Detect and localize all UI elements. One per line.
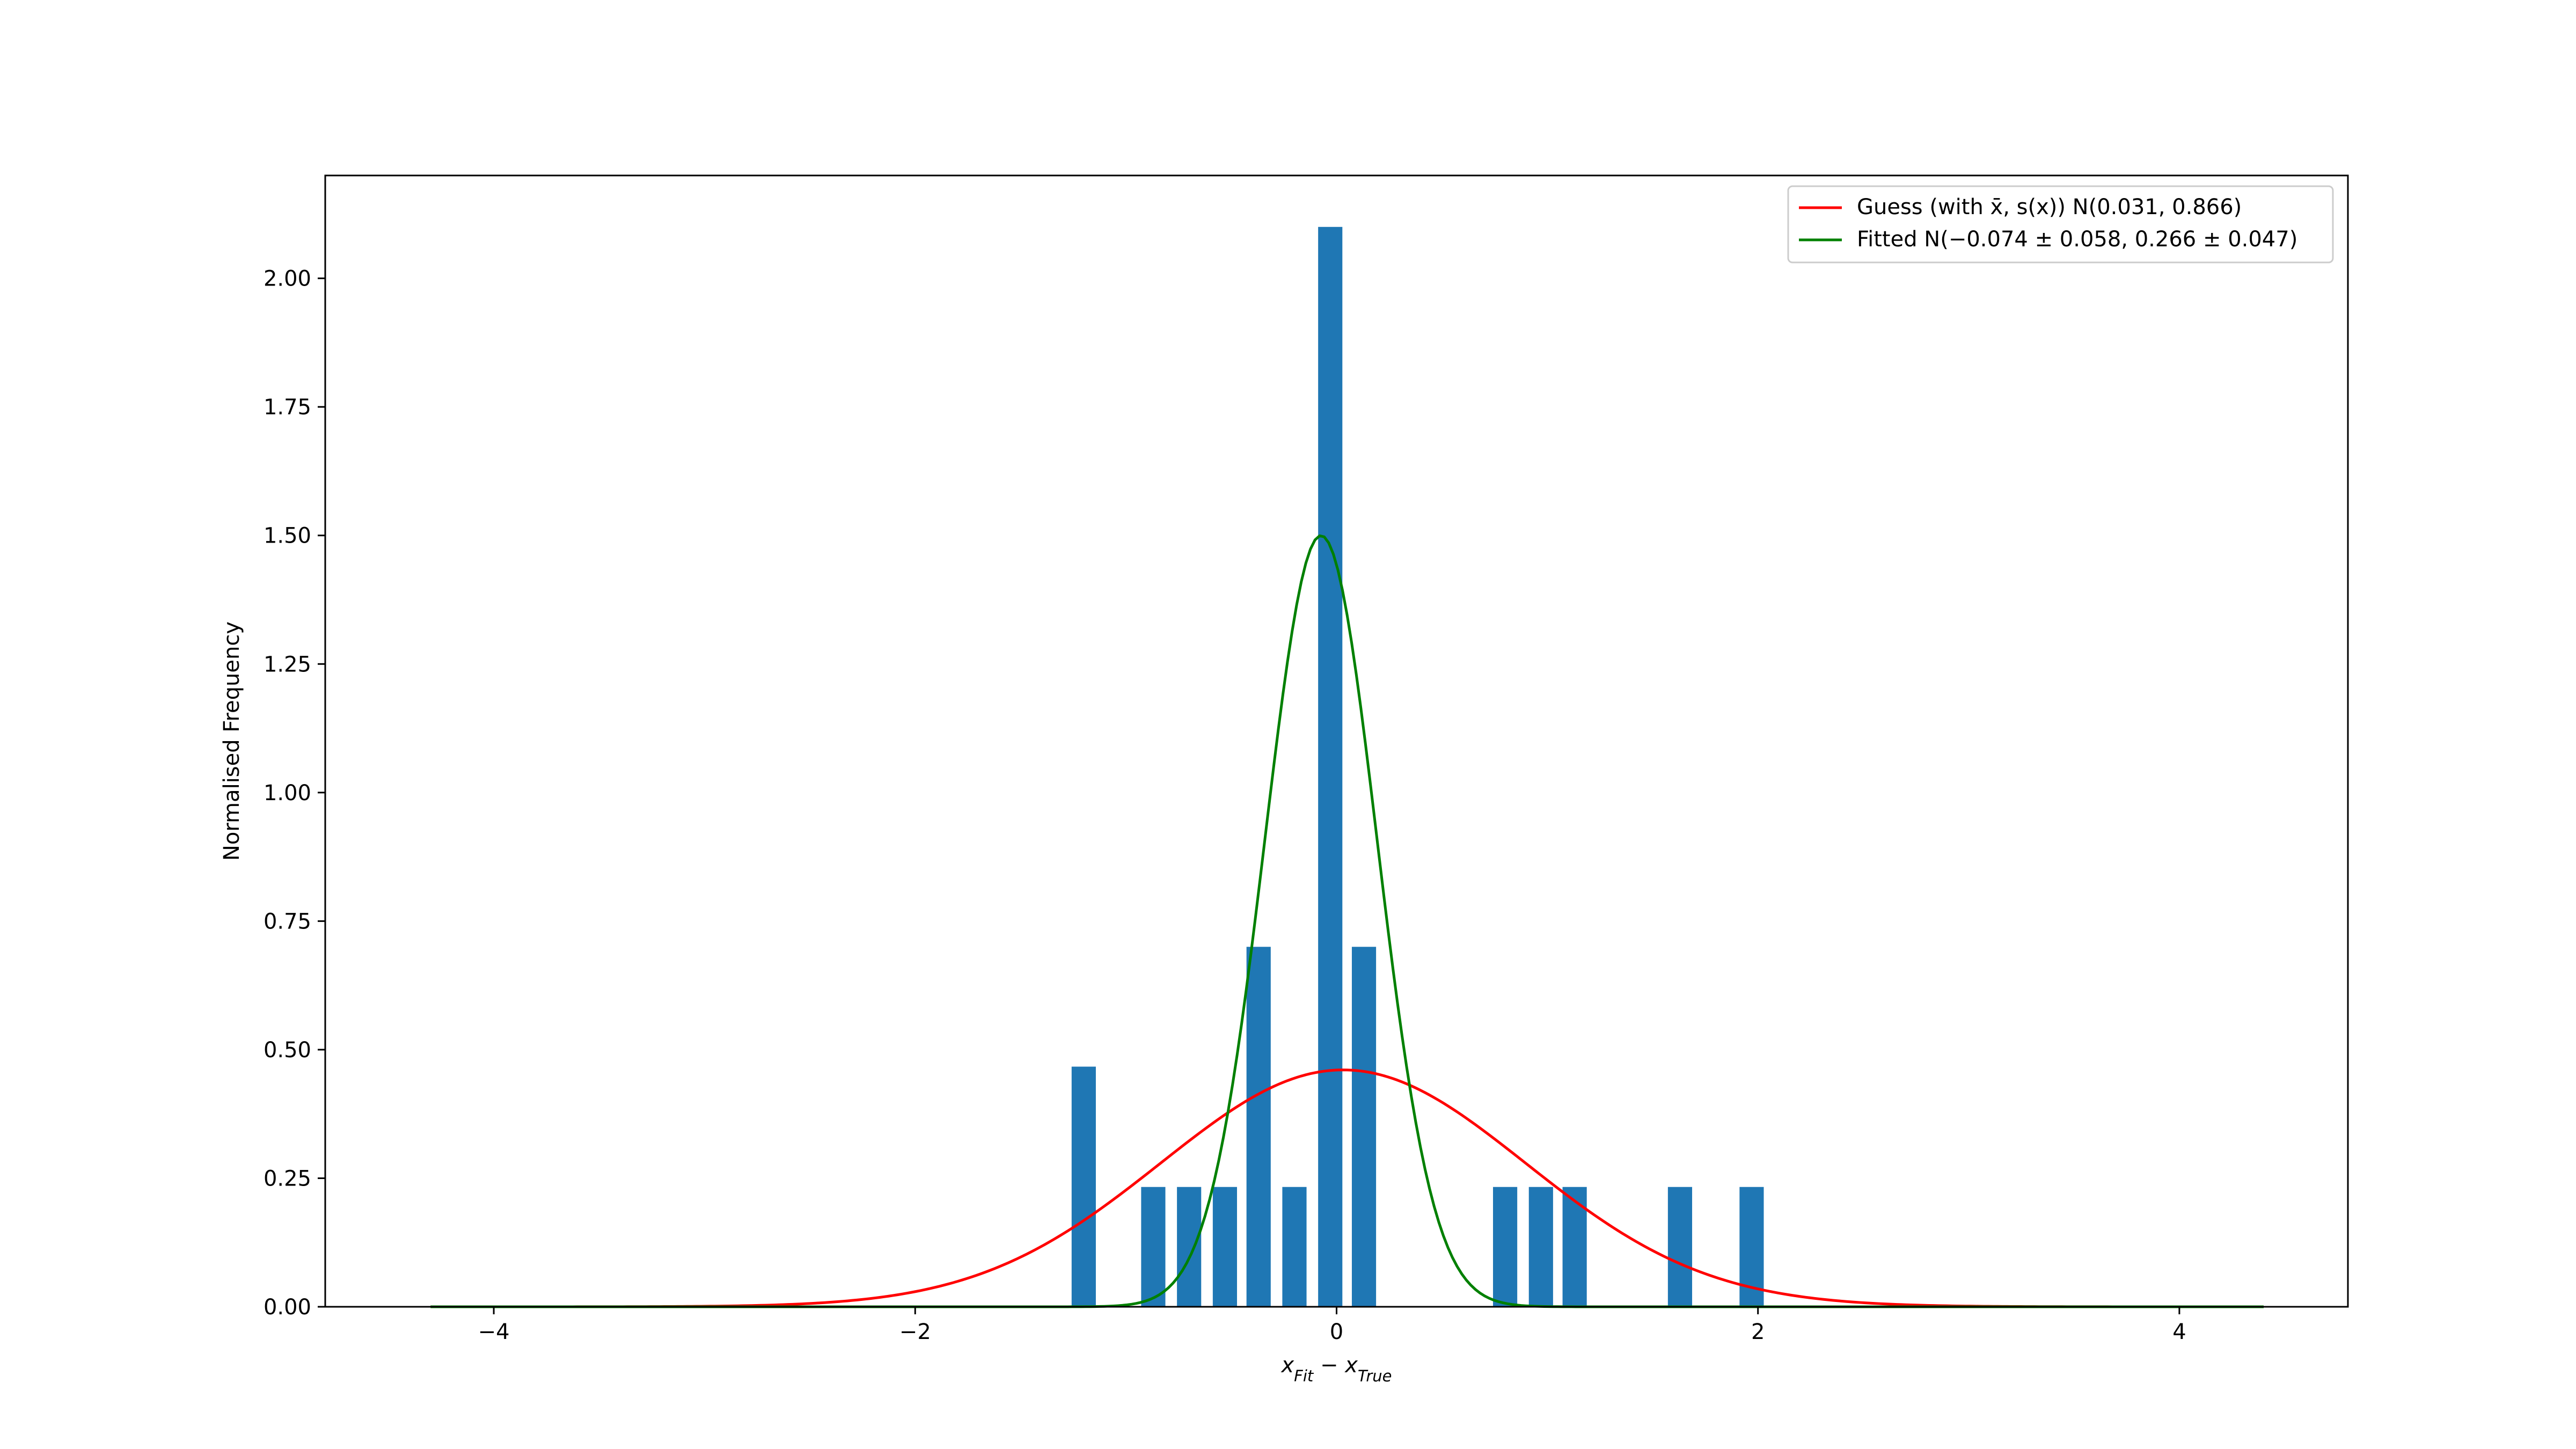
- legend-label-1: Guess (with x̄, s(x)) N(0.031, 0.866): [1857, 195, 2242, 219]
- x-axis-label: xFit − xTrue: [1280, 1353, 1392, 1385]
- y-axis-ticks: 0.00 0.25 0.50 0.75 1.00 1.25 1.50 1.75 2.00: [264, 267, 325, 1320]
- histogram-bar-3: [1177, 1187, 1202, 1307]
- histogram-bar-2: [1141, 1187, 1166, 1307]
- legend-box: [1787, 185, 2334, 264]
- x-tick-label: −2: [899, 1320, 931, 1344]
- y-axis-label: Normalised Frequency: [219, 621, 244, 861]
- y-tick-label: 0.75: [264, 909, 311, 934]
- x-tick-label: 2: [1751, 1320, 1765, 1344]
- histogram-bar-8: [1351, 947, 1377, 1307]
- histogram-bar-7: [1318, 226, 1343, 1307]
- histogram-bars: [1071, 226, 1764, 1307]
- histogram-bar-5: [1246, 947, 1271, 1307]
- legend-label-2: Fitted N(−0.074 ± 0.058, 0.266 ± 0.047): [1857, 227, 2297, 252]
- histogram-bar-10: [1528, 1187, 1553, 1307]
- histogram-bar-1: [1071, 1066, 1096, 1307]
- y-tick-label: 2.00: [264, 267, 311, 291]
- y-tick-label: 1.50: [264, 524, 311, 548]
- y-tick-label: 1.75: [264, 395, 311, 420]
- y-tick-label: 1.25: [264, 652, 311, 677]
- x-tick-label: 0: [1330, 1320, 1343, 1344]
- x-tick-label: 4: [2172, 1320, 2186, 1344]
- histogram-bar-11: [1562, 1187, 1587, 1307]
- x-tick-label: −4: [478, 1320, 510, 1344]
- y-tick-label: 1.00: [264, 781, 311, 806]
- histogram-bar-4: [1212, 1187, 1237, 1307]
- plot-frame: [324, 174, 2349, 1308]
- legend: Guess (with x̄, s(x)) N(0.031, 0.866) Fit…: [1787, 185, 2334, 264]
- y-tick-label: 0.00: [264, 1295, 311, 1320]
- histogram-bar-6: [1282, 1187, 1307, 1307]
- histogram-bar-9: [1493, 1187, 1518, 1307]
- y-tick-label: 0.25: [264, 1166, 311, 1191]
- x-axis-ticks: −4 −2 0 2 4: [478, 1307, 2186, 1344]
- y-tick-label: 0.50: [264, 1038, 311, 1063]
- histogram-bar-12: [1667, 1187, 1693, 1307]
